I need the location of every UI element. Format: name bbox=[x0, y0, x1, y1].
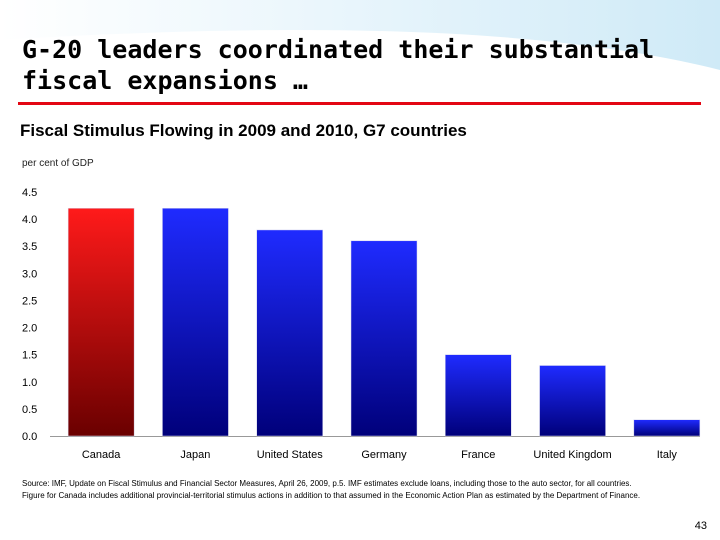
bar-chart: 4.5 4.0 3.5 3.0 2.5 2.0 1.5 1.0 0.5 0.0 Canada Japa… bbox=[22, 187, 701, 461]
y-axis-unit-label: per cent of GDP bbox=[22, 158, 94, 169]
slide-title-line1: G-20 leaders coordinated their substanti… bbox=[22, 35, 655, 64]
y-tick-label: 4.0 bbox=[22, 214, 37, 226]
y-tick-label: 0.0 bbox=[22, 431, 37, 443]
bar-united-kingdom bbox=[539, 365, 606, 437]
page-number: 43 bbox=[694, 520, 707, 532]
y-tick-label: 3.5 bbox=[22, 241, 37, 253]
header-background bbox=[0, 0, 720, 70]
bar-italy bbox=[633, 419, 701, 437]
slide-title: G-20 leaders coordinated their substanti… bbox=[22, 34, 702, 96]
bar-france bbox=[445, 354, 512, 437]
source-note: Source: IMF, Update on Fiscal Stimulus a… bbox=[22, 478, 712, 502]
source-line-1: Source: IMF, Update on Fiscal Stimulus a… bbox=[22, 479, 632, 488]
source-line-2: Figure for Canada includes additional pr… bbox=[22, 491, 641, 500]
x-tick-label: Germany bbox=[361, 449, 407, 461]
chart-title: Fiscal Stimulus Flowing in 2009 and 2010… bbox=[20, 121, 467, 140]
slide-title-line2: fiscal expansions … bbox=[22, 66, 308, 95]
y-tick-label: 3.0 bbox=[22, 268, 37, 280]
y-tick-label: 1.5 bbox=[22, 350, 37, 362]
title-divider bbox=[18, 102, 701, 105]
bar-japan bbox=[162, 208, 229, 437]
y-tick-label: 4.5 bbox=[22, 187, 37, 199]
x-tick-label: Japan bbox=[180, 449, 210, 461]
y-tick-label: 2.0 bbox=[22, 323, 37, 335]
y-tick-label: 2.5 bbox=[22, 295, 37, 307]
y-tick-label: 1.0 bbox=[22, 377, 37, 389]
x-tick-label: United States bbox=[257, 449, 324, 461]
x-tick-label: United Kingdom bbox=[533, 449, 611, 461]
bar-canada bbox=[67, 208, 135, 437]
y-tick-label: 0.5 bbox=[22, 404, 37, 416]
x-tick-label: France bbox=[461, 449, 495, 461]
x-tick-label: Canada bbox=[82, 449, 121, 461]
x-tick-label: Italy bbox=[657, 449, 678, 461]
bar-united-states bbox=[256, 229, 323, 437]
bar-germany bbox=[350, 240, 418, 437]
